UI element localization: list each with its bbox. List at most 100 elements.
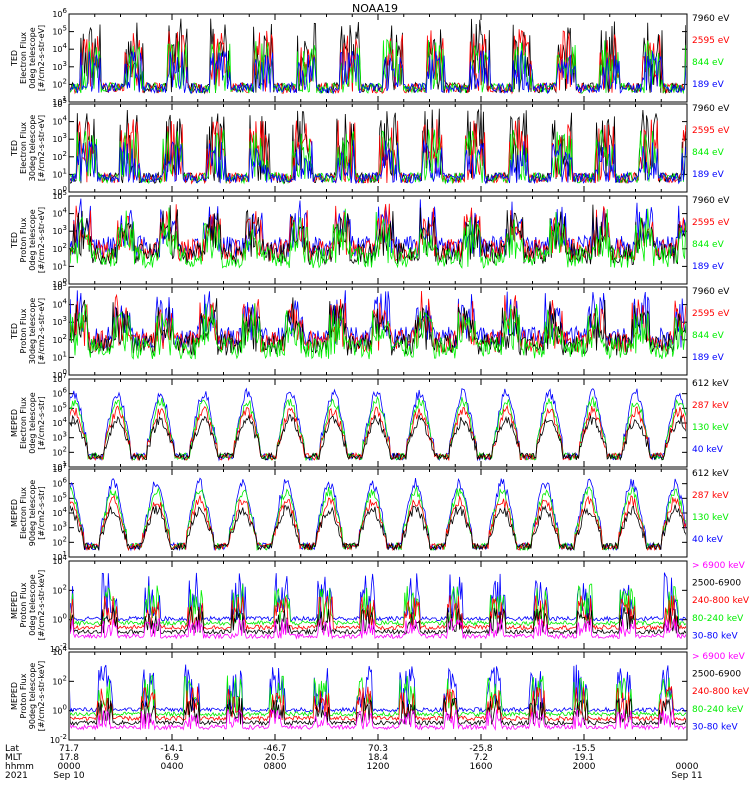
legend-entry: 844 eV bbox=[692, 331, 725, 341]
y-axis-label-line: TED bbox=[10, 140, 19, 157]
legend-entry: 2595 eV bbox=[692, 309, 730, 319]
y-axis-label: MEPED Proton Flux 90deg telescope [#/cm2-s-… bbox=[10, 661, 46, 732]
y-axis-label-line: Proton Flux bbox=[19, 217, 28, 262]
y-tick-label: 107 bbox=[52, 372, 67, 384]
x-lat-label: 71.7 bbox=[59, 744, 79, 754]
y-axis-label: MEPED Electron Flux 0deg telescope [#/cm2-s… bbox=[10, 392, 46, 453]
legend-entry: 80-240 keV bbox=[692, 705, 744, 715]
legend-entry: 40 keV bbox=[692, 535, 724, 545]
y-axis-label-line: MEPED bbox=[10, 409, 19, 437]
y-tick-label: 105 bbox=[52, 189, 67, 201]
x-lat-label: -46.7 bbox=[263, 744, 286, 754]
series-612-kev bbox=[70, 477, 686, 552]
y-axis-label-line: 90deg telescope bbox=[28, 663, 37, 730]
legend-entry: 612 keV bbox=[692, 469, 729, 479]
y-axis-label-line: [#/cm2-s-str-eV] bbox=[37, 115, 46, 181]
y-axis-label-line: Electron Flux bbox=[19, 122, 28, 174]
y-axis-label-line: 30deg telescope bbox=[28, 298, 37, 365]
legend-entry: 30-80 keV bbox=[692, 722, 738, 732]
y-tick-label: 101 bbox=[52, 550, 67, 562]
series-7960-ev bbox=[70, 18, 686, 95]
x-mlt-label: 6.9 bbox=[165, 753, 180, 763]
y-axis-label-line: 0deg telescope bbox=[28, 392, 37, 453]
legend-entry: 612 keV bbox=[692, 379, 729, 389]
x-mlt-label: 20.5 bbox=[265, 753, 285, 763]
x-row-label: hhmm bbox=[5, 762, 34, 772]
y-tick-label: 102 bbox=[52, 674, 67, 686]
legend-entry: > 6900 keV bbox=[692, 652, 746, 662]
legend-entry: 844 eV bbox=[692, 240, 725, 250]
panel-data bbox=[70, 290, 686, 360]
y-axis-label-line: 0deg telescope bbox=[28, 209, 37, 270]
series-240-800-kev bbox=[70, 685, 686, 722]
y-tick-label: 104 bbox=[52, 645, 67, 657]
series-240-800-kev bbox=[70, 595, 686, 631]
series-130-kev bbox=[70, 404, 686, 462]
y-axis-label: TED Proton Flux 0deg telescope [#/cm2-s-str… bbox=[10, 207, 46, 273]
y-axis-label-line: TED bbox=[10, 232, 19, 249]
series-80-240-kev bbox=[70, 696, 686, 727]
series-189-ev bbox=[70, 50, 686, 95]
legend-entry: 40 keV bbox=[692, 445, 724, 455]
y-axis-label-line: MEPED bbox=[10, 682, 19, 710]
y-tick-label: 103 bbox=[52, 224, 67, 236]
legend-entry: 287 keV bbox=[692, 401, 729, 411]
y-axis-label: TED Electron Flux 0deg telescope [#/cm2-s-s… bbox=[10, 25, 46, 91]
x-hhmm-label: 1200 bbox=[367, 762, 390, 772]
y-tick-label: 102 bbox=[52, 242, 67, 254]
y-tick-label: 102 bbox=[52, 150, 67, 162]
legend-entry: 7960 eV bbox=[692, 196, 730, 206]
legend-entry: > 6900 keV bbox=[692, 561, 746, 571]
y-axis-label: TED Electron Flux 30deg telescope [#/cm2-s-… bbox=[10, 115, 46, 182]
x-hhmm-label: 0000 bbox=[58, 762, 81, 772]
y-tick-label: 105 bbox=[52, 97, 67, 109]
y-axis-label-line: MEPED bbox=[10, 591, 19, 619]
series-80-240-kev bbox=[70, 606, 686, 636]
series-189-ev bbox=[70, 140, 686, 185]
panel-data bbox=[70, 18, 686, 95]
y-axis-label-line: Proton Flux bbox=[19, 308, 28, 353]
y-tick-label: 104 bbox=[52, 506, 67, 518]
chart-title: NOAA19 bbox=[352, 2, 398, 15]
legend-entry: 2500-6900 bbox=[692, 579, 741, 589]
y-tick-label: 104 bbox=[52, 554, 67, 566]
y-tick-label: 102 bbox=[52, 583, 67, 595]
y-axis-label-line: 0deg telescope bbox=[28, 27, 37, 88]
y-tick-label: 106 bbox=[52, 477, 67, 489]
x-hhmm-label: 0400 bbox=[161, 762, 184, 772]
legend-entry: 2595 eV bbox=[692, 126, 730, 136]
legend-entry: 2595 eV bbox=[692, 36, 730, 46]
legend-entry: 189 eV bbox=[692, 80, 725, 90]
y-tick-label: 101 bbox=[52, 460, 67, 472]
y-axis-label: MEPED Proton Flux 0deg telescope [#/cm2-s-s… bbox=[10, 570, 46, 641]
series-40-kev bbox=[70, 414, 686, 462]
panel-data bbox=[70, 572, 686, 640]
y-tick-label: 102 bbox=[52, 445, 67, 457]
y-axis-label-line: [#/cm2-s-str-eV] bbox=[37, 25, 46, 91]
y-axis-label: MEPED Electron Flux 90deg telescope [#/cm2-… bbox=[10, 480, 46, 547]
series--6900-kev bbox=[70, 664, 686, 714]
y-axis-label-line: [#/cm2-s-str-eV] bbox=[37, 298, 46, 364]
y-tick-label: 103 bbox=[52, 315, 67, 327]
y-tick-label: 100 bbox=[52, 704, 67, 716]
y-tick-label: 103 bbox=[52, 521, 67, 533]
x-mlt-label: 17.8 bbox=[59, 753, 79, 763]
x-lat-label: -15.5 bbox=[572, 744, 595, 754]
x-lat-label: -14.1 bbox=[160, 744, 183, 754]
y-tick-label: 104 bbox=[52, 115, 67, 127]
y-tick-label: 104 bbox=[52, 207, 67, 219]
x-lat-label: -25.8 bbox=[469, 744, 493, 754]
panel-data bbox=[70, 198, 686, 269]
y-axis-label-line: 30deg telescope bbox=[28, 115, 37, 182]
series-2500-6900 bbox=[70, 583, 686, 627]
legend-entry: 30-80 keV bbox=[692, 631, 738, 641]
y-axis-label-line: TED bbox=[10, 323, 19, 340]
legend-entry: 844 eV bbox=[692, 148, 725, 158]
y-tick-label: 103 bbox=[52, 132, 67, 144]
y-tick-label: 105 bbox=[52, 491, 67, 503]
legend-entry: 189 eV bbox=[692, 170, 725, 180]
y-axis-label-line: Electron Flux bbox=[19, 32, 28, 84]
y-axis-label-line: Proton Flux bbox=[19, 582, 28, 627]
